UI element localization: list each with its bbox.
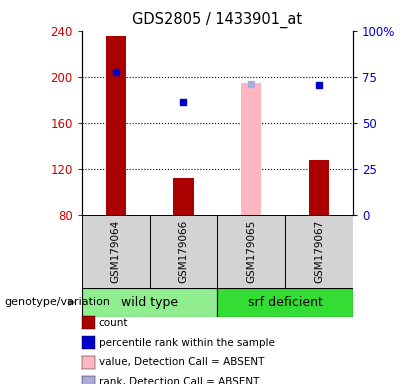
Text: GSM179065: GSM179065 [246,220,256,283]
Text: value, Detection Call = ABSENT: value, Detection Call = ABSENT [99,358,264,367]
Bar [82,288,218,317]
Text: count: count [99,318,128,328]
Bar [105,36,126,215]
Bar [150,215,218,288]
Text: GSM179066: GSM179066 [178,220,189,283]
Bar [173,178,194,215]
Text: genotype/variation: genotype/variation [4,297,110,308]
Bar [241,83,261,215]
Text: percentile rank within the sample: percentile rank within the sample [99,338,275,348]
Text: wild type: wild type [121,296,178,309]
Bar [82,215,150,288]
Bar [285,215,353,288]
Text: srf deficient: srf deficient [248,296,323,309]
Bar [218,215,285,288]
Bar [309,160,329,215]
Title: GDS2805 / 1433901_at: GDS2805 / 1433901_at [132,12,302,28]
Text: GSM179067: GSM179067 [314,220,324,283]
Text: rank, Detection Call = ABSENT: rank, Detection Call = ABSENT [99,377,259,384]
Text: GSM179064: GSM179064 [111,220,121,283]
Bar [218,288,353,317]
